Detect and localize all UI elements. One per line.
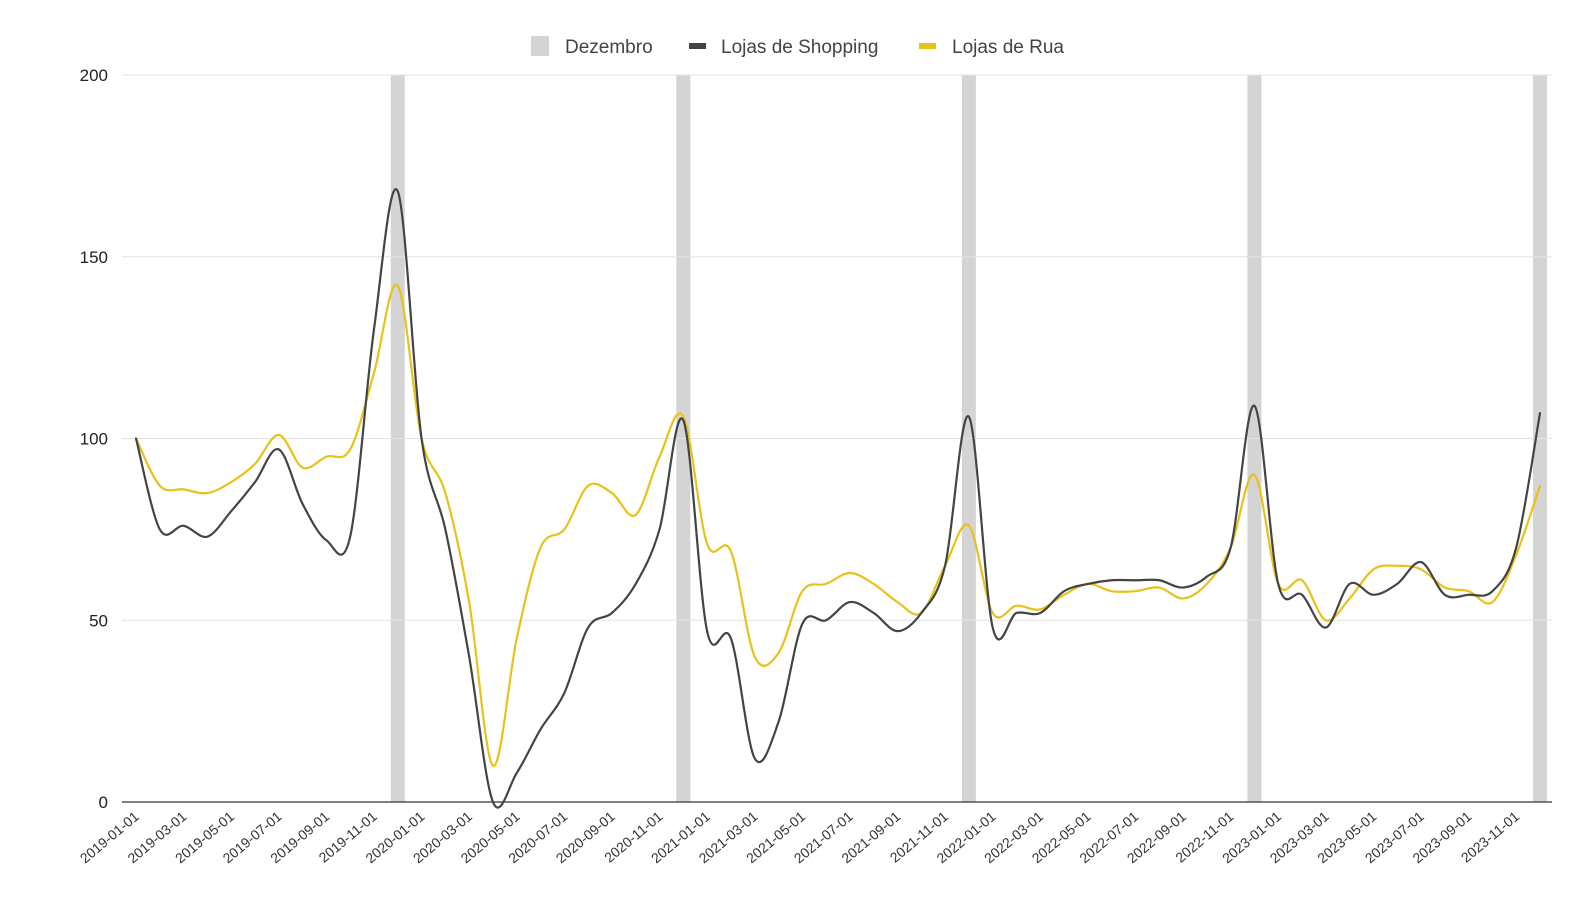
- legend-swatch-lojas-de-shopping[interactable]: [689, 43, 706, 49]
- y-tick-label: 0: [99, 793, 108, 812]
- legend: Dezembro Lojas de Shopping Lojas de Rua: [531, 36, 1064, 58]
- x-axis: 2019-01-012019-03-012019-05-012019-07-01…: [77, 808, 1523, 866]
- y-tick-label: 100: [80, 430, 108, 449]
- gridlines: [122, 74, 1552, 803]
- legend-swatch-lojas-de-rua[interactable]: [919, 43, 936, 49]
- series-line-lojas-de-shopping[interactable]: [134, 188, 1542, 809]
- series-lines: [134, 188, 1542, 809]
- y-tick-label: 200: [80, 66, 108, 85]
- legend-swatch-dezembro[interactable]: [531, 36, 549, 56]
- y-tick-label: 150: [80, 248, 108, 267]
- legend-label-lojas-de-shopping[interactable]: Lojas de Shopping: [721, 37, 878, 58]
- y-tick-label: 50: [89, 611, 108, 630]
- y-axis: 0 50 100 150 200: [80, 66, 108, 812]
- series-line-lojas-de-rua[interactable]: [134, 283, 1542, 767]
- legend-label-lojas-de-rua[interactable]: Lojas de Rua: [952, 37, 1064, 58]
- legend-label-dezembro[interactable]: Dezembro: [565, 37, 653, 58]
